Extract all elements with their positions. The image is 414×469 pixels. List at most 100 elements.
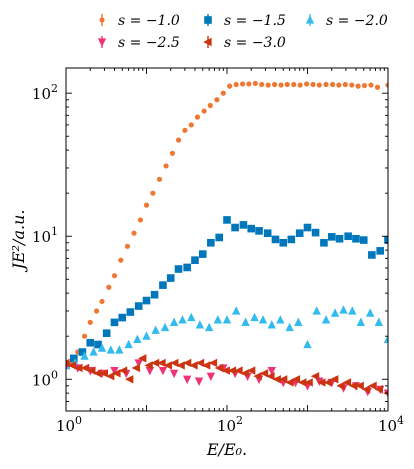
data-point-series-3-20 [231, 306, 241, 315]
data-point-series-5-31 [253, 372, 262, 381]
legend-label: s = −1.0 [118, 13, 180, 29]
data-point-series-1-34 [271, 81, 278, 88]
data-point-series-3-35 [365, 308, 375, 317]
series-2 [66, 216, 388, 370]
y-tick-label: 100 [32, 368, 58, 389]
data-point-series-5-50 [374, 385, 384, 394]
data-point-series-5-43 [329, 375, 339, 384]
data-point-series-5-14 [144, 361, 153, 370]
data-point-series-1-13 [137, 217, 144, 223]
data-point-series-3-6 [106, 345, 115, 354]
series-3 [66, 305, 388, 370]
data-point-series-2-33 [320, 238, 328, 247]
data-point-series-2-40 [376, 247, 384, 255]
data-point-series-5-36 [285, 378, 294, 387]
data-point-series-2-29 [287, 235, 296, 244]
data-point-series-5-33 [266, 372, 275, 381]
data-point-series-3-28 [303, 339, 312, 349]
data-point-series-1-39 [304, 81, 310, 87]
data-point-series-5-30 [246, 366, 256, 375]
x-tick-label: 104 [378, 414, 404, 435]
data-point-series-5-4 [80, 363, 90, 373]
data-point-series-1-9 [111, 273, 118, 279]
data-point-series-2-39 [368, 251, 376, 259]
data-point-series-1-16 [156, 176, 163, 182]
data-point-series-3-24 [267, 320, 276, 329]
data-point-series-2-6 [102, 329, 111, 337]
data-point-series-2-8 [118, 313, 127, 322]
data-point-series-1-32 [259, 81, 265, 88]
data-point-series-5-41 [317, 378, 326, 387]
legend-label: s = −1.5 [224, 13, 286, 29]
data-point-series-5-27 [227, 366, 237, 375]
data-point-series-5-17 [163, 361, 172, 370]
legend-marker [204, 16, 212, 24]
data-point-series-2-36 [344, 232, 352, 241]
data-point-series-1-41 [316, 82, 322, 88]
data-point-series-3-29 [312, 306, 321, 315]
data-point-series-1-21 [188, 122, 194, 128]
y-tick-label: 102 [32, 82, 58, 103]
data-point-series-5-24 [208, 358, 218, 368]
legend-entry-3: s = −2.0 [305, 13, 388, 29]
data-point-series-3-9 [133, 334, 142, 343]
data-point-series-4-13 [206, 372, 216, 382]
data-point-series-4-12 [194, 377, 204, 386]
data-point-series-2-34 [327, 233, 336, 241]
data-point-series-1-19 [175, 137, 182, 143]
data-point-series-2-13 [159, 281, 167, 289]
data-point-series-2-14 [166, 274, 175, 282]
data-point-series-1-47 [355, 83, 361, 89]
data-point-series-5-13 [138, 354, 147, 363]
data-point-series-5-21 [189, 361, 198, 370]
data-point-series-5-16 [157, 358, 166, 368]
data-point-series-1-15 [150, 190, 156, 196]
data-point-series-1-31 [252, 80, 258, 87]
data-point-series-3-37 [383, 334, 388, 343]
data-point-series-3-22 [250, 312, 259, 322]
data-point-series-1-5 [87, 319, 93, 325]
data-point-series-3-27 [294, 317, 303, 326]
data-point-series-3-7 [115, 345, 124, 354]
data-point-series-3-3 [80, 351, 89, 360]
data-point-series-5-12 [131, 363, 141, 373]
data-point-series-5-22 [195, 358, 205, 368]
data-point-series-5-46 [349, 381, 358, 391]
data-point-series-1-22 [194, 114, 201, 120]
data-point-series-2-7 [110, 318, 119, 327]
legend-entry-5: s = −3.0 [203, 35, 286, 51]
data-point-series-3-19 [222, 315, 232, 324]
data-point-series-3-8 [124, 339, 133, 349]
data-point-series-1-42 [323, 81, 329, 88]
data-point-series-2-25 [255, 227, 263, 235]
data-point-series-2-3 [78, 348, 87, 356]
legend-marker [203, 37, 212, 47]
data-point-series-3-15 [187, 312, 196, 322]
data-point-series-3-32 [339, 305, 348, 314]
data-point-series-1-11 [124, 243, 131, 249]
plot-area [66, 80, 388, 398]
data-point-series-1-7 [99, 298, 105, 305]
data-point-series-2-31 [303, 223, 312, 232]
data-point-series-2-27 [271, 235, 280, 244]
data-point-series-2-4 [86, 338, 95, 347]
legend-entry-4: s = −2.5 [97, 35, 180, 51]
data-point-series-3-21 [241, 317, 250, 326]
data-point-series-5-35 [278, 375, 288, 384]
data-point-series-5-18 [170, 358, 179, 368]
data-point-series-3-5 [97, 343, 107, 352]
data-point-series-4-5 [110, 366, 119, 376]
legend-label: s = −3.0 [224, 35, 286, 51]
data-point-series-5-48 [361, 385, 371, 394]
data-point-series-1-33 [265, 82, 271, 88]
data-point-series-5-42 [323, 378, 333, 387]
data-point-series-2-17 [191, 256, 199, 264]
data-point-series-5-20 [182, 358, 192, 368]
x-tick-label: 100 [56, 414, 82, 435]
series-1 [66, 80, 388, 369]
data-point-series-2-20 [215, 233, 223, 242]
data-point-series-3-23 [258, 315, 268, 324]
data-point-series-3-36 [374, 317, 384, 326]
data-point-series-2-10 [134, 302, 143, 310]
